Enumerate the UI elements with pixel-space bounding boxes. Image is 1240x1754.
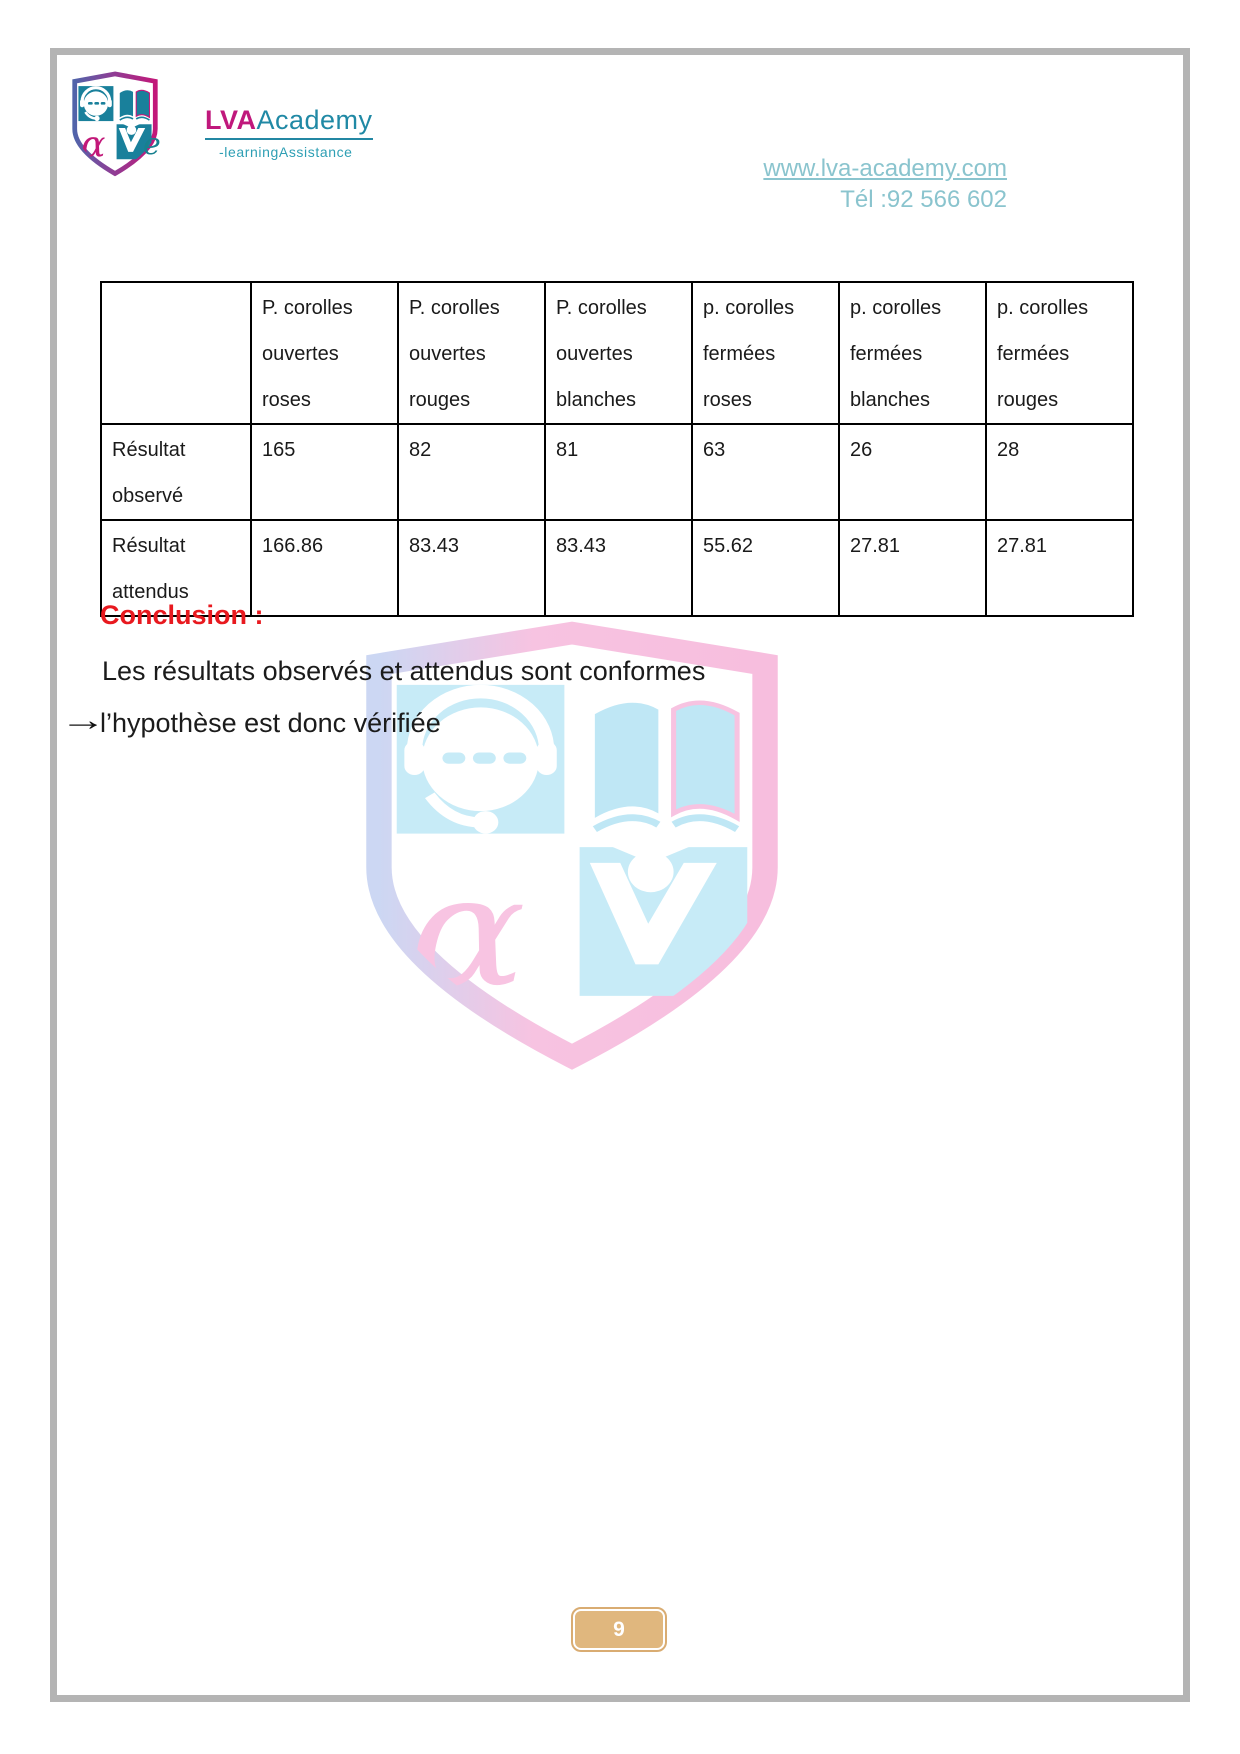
value-cell: 81	[544, 423, 693, 521]
brand-wordmark: LVAAcademy	[205, 105, 373, 140]
results-table: P. corolles ouvertes roses P. corolles o…	[100, 281, 1134, 617]
value-cell: 83.43	[544, 519, 693, 617]
arrow-icon: →	[60, 704, 107, 737]
watermark-shield-icon: α	[366, 621, 778, 1070]
phone-number: Tél :92 566 602	[840, 186, 1007, 213]
brand-academy: Academy	[256, 105, 373, 135]
value-cell: 27.81	[985, 519, 1134, 617]
lva-shield-logo-icon: α	[72, 71, 158, 177]
value-cell: 28	[985, 423, 1134, 521]
conclusion-line-1: Les résultats observés et attendus sont …	[102, 656, 706, 686]
table-header-row: P. corolles ouvertes roses P. corolles o…	[100, 281, 1134, 425]
table-header-cell: P. corolles ouvertes roses	[250, 281, 399, 425]
row-label-cell: Résultat attendus	[100, 519, 252, 617]
value-cell: 166.86	[250, 519, 399, 617]
value-cell: 26	[838, 423, 987, 521]
table-header-cell: p. corolles fermées roses	[691, 281, 840, 425]
document-page: α e LVAAcademy -learningAssistance www.l…	[50, 48, 1190, 1702]
table-header-cell: p. corolles fermées blanches	[838, 281, 987, 425]
table-header-cell: p. corolles fermées rouges	[985, 281, 1134, 425]
value-cell: 63	[691, 423, 840, 521]
brand-lva: LVA	[205, 105, 257, 135]
table-row: Résultat attendus 166.86 83.43 83.43 55.…	[100, 519, 1134, 617]
page-number-badge: 9	[571, 1607, 667, 1652]
contact-block: www.lva-academy.com Tél :92 566 602	[763, 153, 1007, 215]
table-corner-cell	[100, 281, 252, 425]
table-header-cell: P. corolles ouvertes rouges	[397, 281, 546, 425]
website-link[interactable]: www.lva-academy.com	[763, 155, 1007, 182]
brand-tagline: -learningAssistance	[219, 144, 353, 160]
value-cell: 82	[397, 423, 546, 521]
value-cell: 27.81	[838, 519, 987, 617]
logo-e-mark: e	[143, 127, 161, 162]
row-label-cell: Résultat observé	[100, 423, 252, 521]
value-cell: 55.62	[691, 519, 840, 617]
conclusion-line-2: l’hypothèse est donc vérifiée	[100, 708, 441, 738]
value-cell: 165	[250, 423, 399, 521]
value-cell: 83.43	[397, 519, 546, 617]
table-header-cell: P. corolles ouvertes blanches	[544, 281, 693, 425]
conclusion-heading: Conclusion :	[100, 600, 264, 630]
table-row: Résultat observé 165 82 81 63 26 28	[100, 423, 1134, 521]
